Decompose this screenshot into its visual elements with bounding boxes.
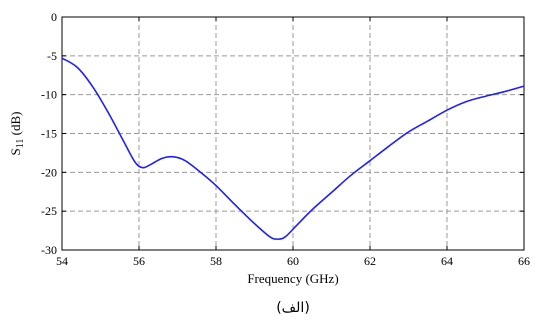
y-tick-label: -10 [41, 88, 57, 102]
y-tick-label: -15 [41, 127, 57, 141]
axis-ticks [61, 16, 525, 251]
x-axis-label: Frequency (GHz) [247, 271, 338, 286]
grid-lines [62, 17, 524, 250]
y-axis-label: S11 (dB) [8, 112, 26, 156]
y-axis-label-unit: (dB) [8, 112, 23, 139]
x-tick-label: 60 [287, 254, 299, 268]
x-tick-label: 56 [133, 254, 145, 268]
x-tick-label: 66 [518, 254, 530, 268]
x-tick-label: 62 [364, 254, 376, 268]
y-tick-label: -5 [47, 49, 57, 63]
y-axis-label-subscript: 11 [15, 139, 26, 149]
s11-series-line [61, 57, 525, 240]
y-tick-labels: 0 -5 -10 -15 -20 -25 -30 [41, 10, 57, 257]
y-tick-label: 0 [51, 10, 57, 24]
x-tick-label: 64 [441, 254, 453, 268]
x-tick-label: 58 [210, 254, 222, 268]
y-tick-label: -25 [41, 204, 57, 218]
x-tick-labels: 54 56 58 60 62 64 66 [56, 254, 530, 268]
y-tick-label: -30 [41, 243, 57, 257]
y-axis-label-main: S [8, 148, 23, 155]
y-tick-label: -20 [41, 165, 57, 179]
figure-caption: (الف) [276, 300, 310, 316]
x-tick-label: 54 [56, 254, 68, 268]
